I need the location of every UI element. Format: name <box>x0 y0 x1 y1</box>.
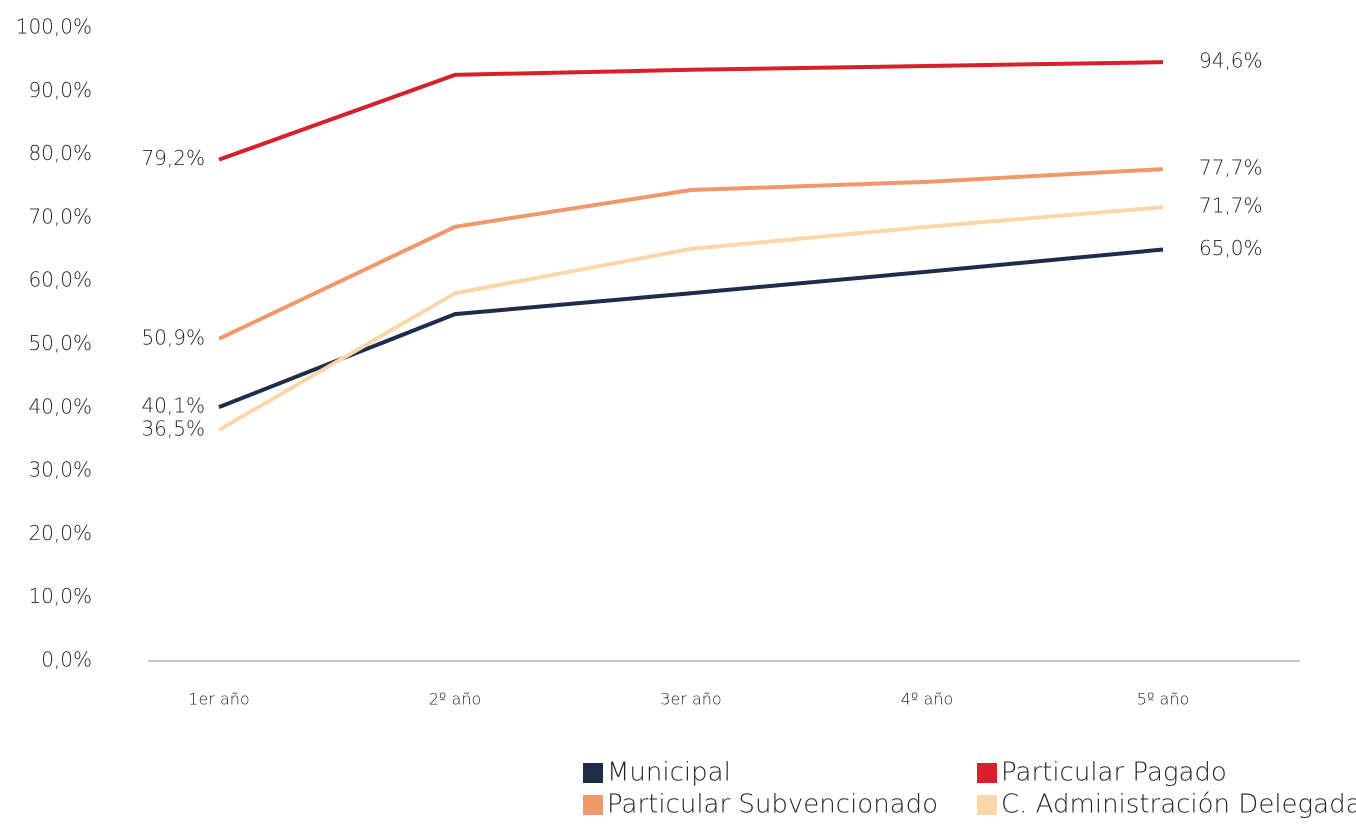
legend-label: C. Administración Delegada <box>1001 790 1356 820</box>
data-label: 65,0% <box>1199 236 1263 260</box>
series-line <box>218 247 1164 410</box>
y-tick-label: 10,0% <box>28 584 92 608</box>
data-label: 40,1% <box>141 394 205 418</box>
x-tick-label: 2º año <box>429 690 482 709</box>
series-line <box>218 167 1164 341</box>
y-tick-label: 50,0% <box>28 331 92 355</box>
x-tick-label: 1er año <box>188 690 249 709</box>
data-label: 71,7% <box>1199 194 1263 218</box>
data-label: 50,9% <box>141 325 205 349</box>
data-label: 94,6% <box>1199 49 1263 73</box>
legend-label: Particular Subvencionado <box>607 790 938 820</box>
data-label: 77,7% <box>1199 156 1263 180</box>
y-tick-label: 100,0% <box>16 15 92 39</box>
legend-label: Municipal <box>607 758 731 788</box>
y-tick-label: 40,0% <box>28 394 92 418</box>
y-tick-label: 80,0% <box>28 141 92 165</box>
legend-swatch <box>583 795 603 815</box>
y-tick-label: 90,0% <box>28 78 92 102</box>
series-line <box>217 205 1164 432</box>
y-tick-label: 70,0% <box>28 204 92 228</box>
x-tick-label: 4º año <box>901 690 954 709</box>
data-label: 79,2% <box>141 146 205 170</box>
series-line <box>218 60 1164 162</box>
y-tick-label: 0,0% <box>41 648 92 672</box>
y-tick-label: 60,0% <box>28 268 92 292</box>
legend-swatch <box>977 795 997 815</box>
legend-swatch <box>977 763 997 783</box>
y-tick-label: 30,0% <box>28 458 92 482</box>
x-tick-label: 3er año <box>660 690 721 709</box>
y-tick-label: 20,0% <box>28 521 92 545</box>
legend-label: Particular Pagado <box>1001 758 1227 788</box>
legend-swatch <box>583 763 603 783</box>
data-label: 36,5% <box>141 416 205 440</box>
x-tick-label: 5º año <box>1137 690 1190 709</box>
